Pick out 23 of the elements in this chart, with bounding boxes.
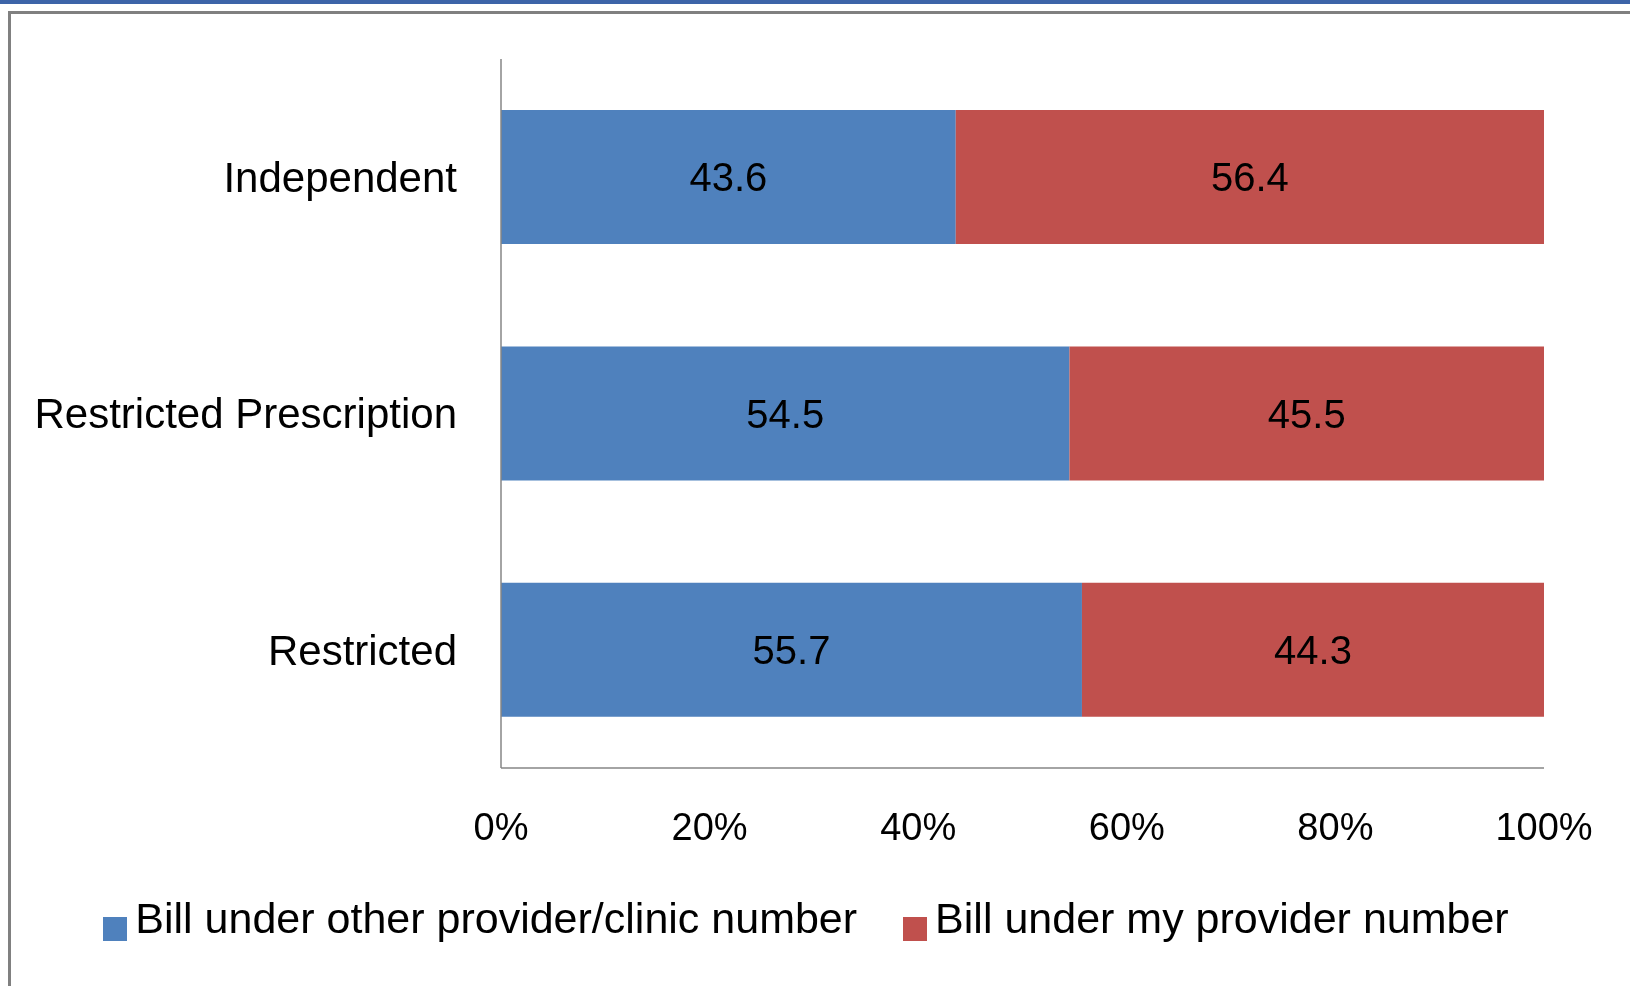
legend-label: Bill under my provider number bbox=[934, 894, 1509, 942]
x-tick-label: 20% bbox=[671, 805, 748, 848]
data-label: 44.3 bbox=[1274, 627, 1352, 672]
data-label: 43.6 bbox=[689, 155, 768, 200]
x-tick-label: 0% bbox=[473, 805, 529, 848]
data-label: 45.5 bbox=[1267, 391, 1346, 436]
legend-label: Bill under other provider/clinic number bbox=[134, 894, 858, 942]
x-tick-label: 60% bbox=[1088, 805, 1165, 848]
x-tick-label: 100% bbox=[1495, 805, 1593, 848]
bar bbox=[1069, 346, 1544, 481]
bar bbox=[501, 582, 1082, 717]
y-tick-label: Restricted bbox=[267, 626, 457, 674]
data-label: 55.7 bbox=[752, 627, 831, 672]
data-label: 56.4 bbox=[1210, 155, 1289, 200]
bar bbox=[501, 110, 956, 245]
bar bbox=[955, 110, 1544, 245]
x-tick-label: 80% bbox=[1297, 805, 1374, 848]
y-tick-label: Restricted Prescription bbox=[34, 390, 457, 438]
x-tick-label: 40% bbox=[880, 805, 957, 848]
data-label: 54.5 bbox=[746, 391, 825, 436]
bar bbox=[1081, 582, 1544, 717]
bar bbox=[501, 346, 1070, 481]
y-tick-label: Independent bbox=[223, 154, 458, 202]
